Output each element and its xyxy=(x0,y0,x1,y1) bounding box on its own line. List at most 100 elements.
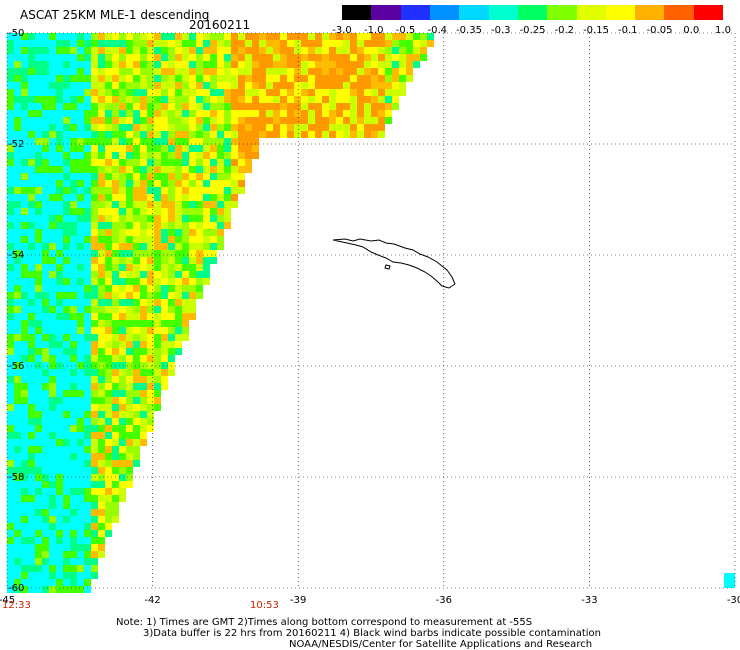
swath-cell xyxy=(56,376,63,383)
swath-cell xyxy=(119,208,126,215)
swath-cell xyxy=(147,397,154,404)
swath-cell xyxy=(70,236,77,243)
swath-cell xyxy=(385,47,392,54)
swath-cell xyxy=(28,390,35,397)
swath-cell xyxy=(56,306,63,313)
swath-cell xyxy=(147,243,154,250)
swath-cell xyxy=(392,61,399,68)
swath-cell xyxy=(329,40,336,47)
swath-cell xyxy=(154,40,161,47)
swath-cell xyxy=(238,68,245,75)
swath-cell xyxy=(28,397,35,404)
swath-cell xyxy=(49,250,56,257)
swath-cell xyxy=(371,117,378,124)
swath-cell xyxy=(119,75,126,82)
swath-cell xyxy=(133,327,140,334)
swath-cell xyxy=(77,117,84,124)
swath-cell xyxy=(238,138,245,145)
swath-cell xyxy=(133,82,140,89)
swath-cell xyxy=(56,495,63,502)
swath-cell xyxy=(21,187,28,194)
swath-cell xyxy=(77,509,84,516)
swath-cell xyxy=(140,201,147,208)
swath-cell xyxy=(84,509,91,516)
swath-cell xyxy=(84,376,91,383)
swath-cell xyxy=(84,341,91,348)
swath-cell xyxy=(140,320,147,327)
swath-cell xyxy=(56,509,63,516)
swath-cell xyxy=(28,236,35,243)
swath-cell xyxy=(35,40,42,47)
swath-cell xyxy=(98,439,105,446)
swath-cell xyxy=(7,180,14,187)
swath-cell xyxy=(420,33,427,40)
swath-cell xyxy=(35,152,42,159)
swath-cell xyxy=(56,75,63,82)
swath-cell xyxy=(294,33,301,40)
swath-cell xyxy=(112,152,119,159)
swath-cell xyxy=(63,229,70,236)
swath-cell xyxy=(91,488,98,495)
swath-cell xyxy=(217,152,224,159)
swath-cell xyxy=(168,264,175,271)
swath-cell xyxy=(49,47,56,54)
swath-cell xyxy=(287,47,294,54)
colorbar-tick-label: -1.0 xyxy=(363,25,384,36)
swath-cell xyxy=(147,82,154,89)
note-line-1: Note: 1) Times are GMT 2)Times along bot… xyxy=(116,617,533,628)
swath-cell xyxy=(105,180,112,187)
swath-cell xyxy=(189,75,196,82)
swath-cell xyxy=(49,138,56,145)
colorbar-tick-label: -0.1 xyxy=(617,25,638,36)
swath-cell xyxy=(91,250,98,257)
swath-cell xyxy=(245,117,252,124)
swath-cell xyxy=(336,117,343,124)
swath-cell xyxy=(105,124,112,131)
swath-cell xyxy=(91,565,98,572)
longitude-label: -30 xyxy=(727,595,740,606)
swath-cell xyxy=(14,271,21,278)
swath-cell xyxy=(7,390,14,397)
swath-cell xyxy=(133,47,140,54)
swath-cell xyxy=(21,96,28,103)
swath-cell xyxy=(70,89,77,96)
swath-cell xyxy=(224,47,231,54)
swath-cell xyxy=(371,89,378,96)
swath-cell xyxy=(49,271,56,278)
swath-cell xyxy=(217,40,224,47)
swath-cell xyxy=(98,341,105,348)
swath-cell xyxy=(217,201,224,208)
swath-cell xyxy=(119,383,126,390)
swath-cell xyxy=(175,348,182,355)
swath-cell xyxy=(154,397,161,404)
swath-cell xyxy=(49,327,56,334)
swath-cell xyxy=(63,110,70,117)
swath-cell xyxy=(154,138,161,145)
swath-cell xyxy=(133,117,140,124)
swath-cell xyxy=(14,89,21,96)
swath-cell xyxy=(91,460,98,467)
colorbar-swatch xyxy=(517,5,548,20)
swath-cell xyxy=(413,54,420,61)
swath-cell xyxy=(168,110,175,117)
swath-cell xyxy=(147,103,154,110)
swath-cell xyxy=(35,306,42,313)
swath-cell xyxy=(287,89,294,96)
swath-cell xyxy=(21,138,28,145)
swath-cell xyxy=(196,285,203,292)
swath-cell xyxy=(203,89,210,96)
swath-cell xyxy=(196,131,203,138)
swath-cell xyxy=(105,292,112,299)
swath-cell xyxy=(322,117,329,124)
swath-cell xyxy=(161,201,168,208)
swath-cell xyxy=(147,236,154,243)
swath-cell xyxy=(84,565,91,572)
swath-cell xyxy=(21,166,28,173)
swath-cell xyxy=(280,103,287,110)
swath-cell xyxy=(35,54,42,61)
swath-cell xyxy=(21,439,28,446)
swath-cell xyxy=(91,96,98,103)
swath-cell xyxy=(119,110,126,117)
swath-cell xyxy=(7,299,14,306)
swath-cell xyxy=(77,488,84,495)
